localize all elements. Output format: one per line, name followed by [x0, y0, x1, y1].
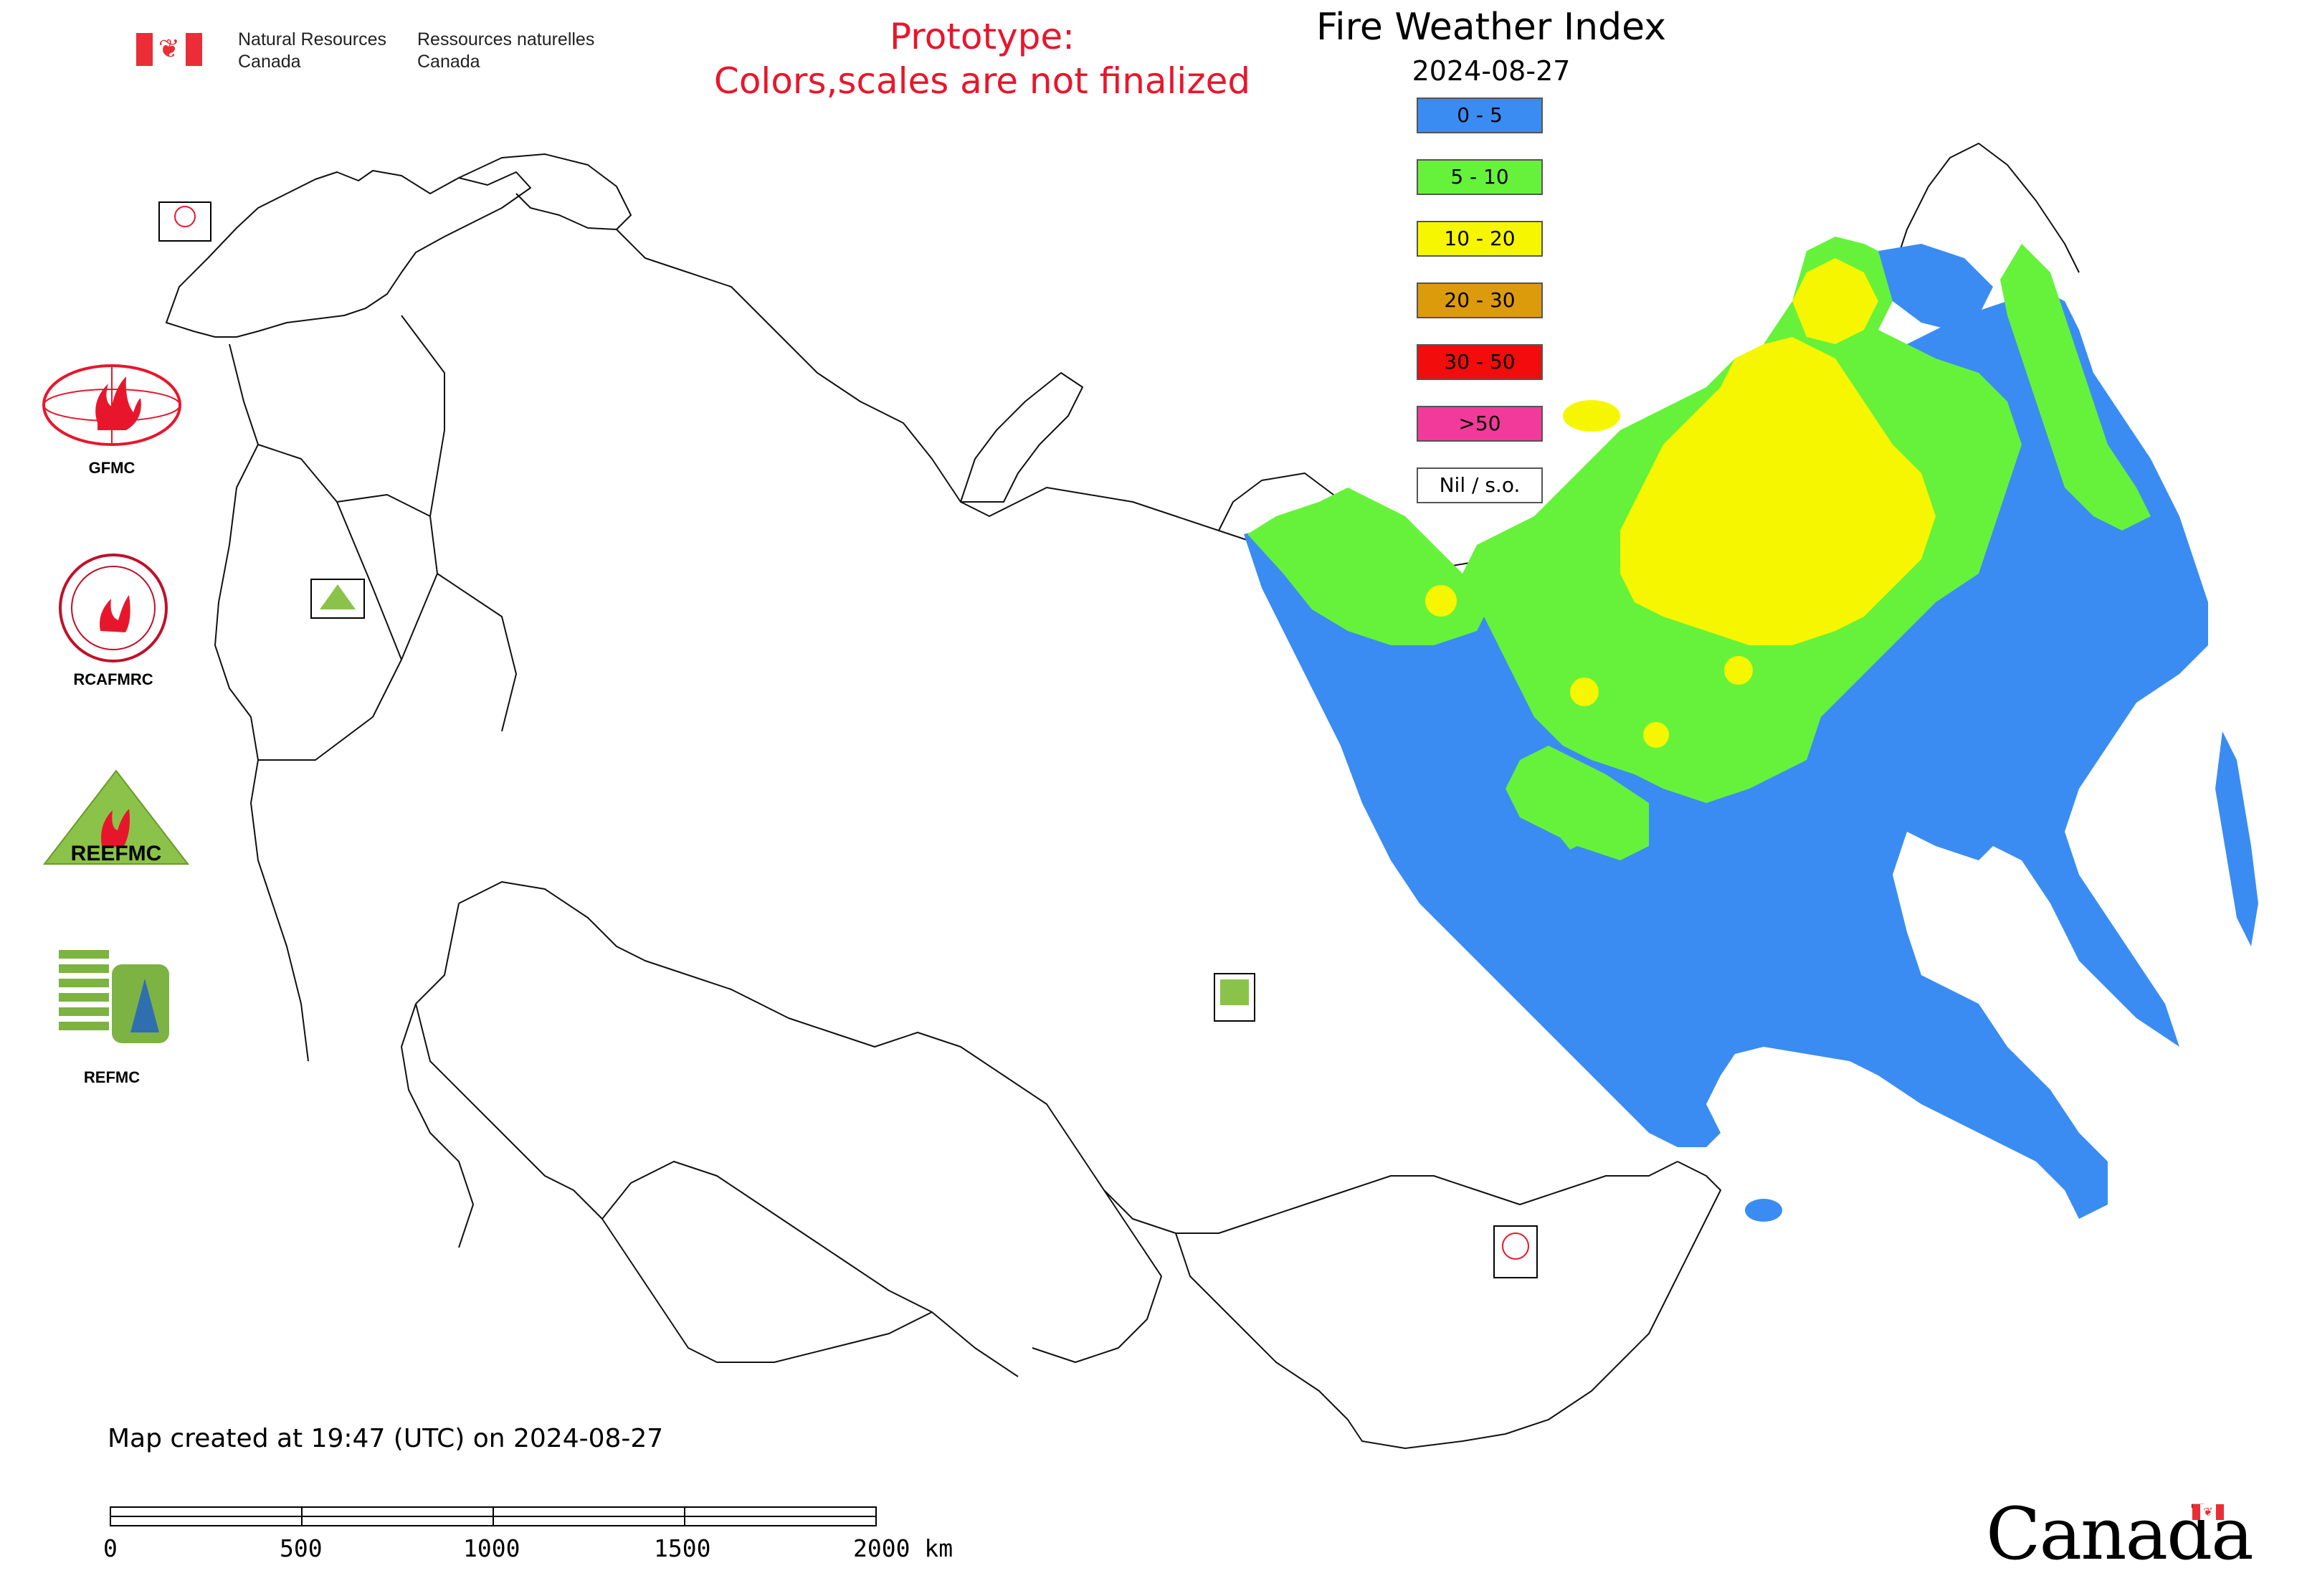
- prototype-line2: Colors,scales are not finalized: [713, 60, 1251, 102]
- caspian-sea: [401, 1003, 474, 1248]
- kola-outline: [458, 153, 632, 230]
- western-border: [214, 487, 309, 1062]
- fwi-zone-10-20: [1620, 337, 1936, 645]
- gfmc-logo: [42, 364, 181, 446]
- canada-wordmark-flag-icon: ❦: [2192, 1504, 2224, 1520]
- map-created-note: Map created at 19:47 (UTC) on 2024-08-27: [108, 1424, 664, 1453]
- fwi-spot-2: [1570, 678, 1599, 706]
- scale-label-500: 500: [280, 1534, 323, 1562]
- mongolia-border: [1175, 1161, 1721, 1449]
- scale-bar: [110, 1506, 877, 1526]
- fwi-zone-0-5-chukotka: [1878, 244, 1993, 330]
- nrcan-signature: ❦ Natural Resources Canada Ressources na…: [136, 29, 595, 76]
- rcafmrc-badge: [1493, 1225, 1538, 1278]
- rcafmrc-logo: [59, 554, 168, 662]
- scale-label-1500: 1500: [654, 1534, 711, 1562]
- refmc-logo: [59, 946, 173, 1047]
- baltic-borders: [229, 343, 431, 660]
- fwi-overlay: [1244, 237, 2258, 1222]
- legend-item-20-30: 20 - 30: [1417, 282, 1543, 318]
- fwi-zone-0-5-sakhalin: [1745, 1199, 1782, 1222]
- legend-item-5-10: 5 - 10: [1417, 159, 1543, 195]
- legend-item-10-20: 10 - 20: [1417, 221, 1543, 257]
- map-badges: [158, 201, 1538, 1278]
- rcafmrc-label: RCAFMRC: [73, 670, 153, 688]
- fwi-island-yellow: [1563, 400, 1620, 432]
- map-title: Fire Weather Index: [1316, 6, 1666, 49]
- legend-item-0-5: 0 - 5: [1417, 98, 1543, 133]
- legend-item-nil: Nil / s.o.: [1417, 467, 1543, 503]
- agency-name-en: Natural Resources Canada: [238, 29, 386, 73]
- fwi-spot-1: [1425, 585, 1457, 617]
- scale-label-1000: 1000: [463, 1534, 520, 1562]
- scale-label-2000: 2000 km: [853, 1534, 953, 1562]
- fwi-zone-0-5-kuril: [2215, 731, 2258, 946]
- inner-borders: [258, 315, 517, 761]
- central-asia-borders: [415, 903, 1162, 1377]
- refmc-label: REFMC: [83, 1068, 141, 1086]
- agency-en-line2: Canada: [238, 52, 301, 72]
- legend-item-30-50: 30 - 50: [1417, 344, 1543, 380]
- legend-item-over-50: >50: [1417, 406, 1543, 442]
- reefmc-logo: REEFMC: [42, 769, 190, 865]
- agency-name-fr: Ressources naturelles Canada: [417, 29, 594, 73]
- gfmc-badge: [158, 201, 211, 242]
- map-date: 2024-08-27: [1412, 55, 1571, 87]
- fwi-zone-5-10-southwest: [1549, 760, 1599, 850]
- prototype-notice: Prototype: Colors,scales are not finaliz…: [617, 14, 1348, 103]
- fwi-zone-5-10-kamchatka: [2000, 244, 2151, 531]
- agency-fr-line2: Canada: [417, 52, 480, 72]
- prototype-line1: Prototype:: [889, 16, 1075, 57]
- novaya-zemlya: [960, 372, 1083, 503]
- gfmc-label: GFMC: [88, 459, 135, 477]
- agency-fr-line1: Ressources naturelles: [417, 29, 595, 49]
- country-borders: [166, 143, 2080, 1449]
- fwi-spot-4: [1724, 656, 1753, 685]
- reefmc-logo-text: REEFMC: [71, 842, 162, 865]
- kazakhstan-border: [458, 881, 1678, 1234]
- fwi-spot-3: [1643, 722, 1669, 748]
- scale-label-0: 0: [103, 1534, 118, 1562]
- fwi-zone-10-20-north: [1792, 258, 1878, 344]
- scandinavia-outline: [166, 170, 531, 338]
- agency-en-line1: Natural Resources: [238, 29, 387, 49]
- canada-flag-icon: ❦: [136, 33, 202, 66]
